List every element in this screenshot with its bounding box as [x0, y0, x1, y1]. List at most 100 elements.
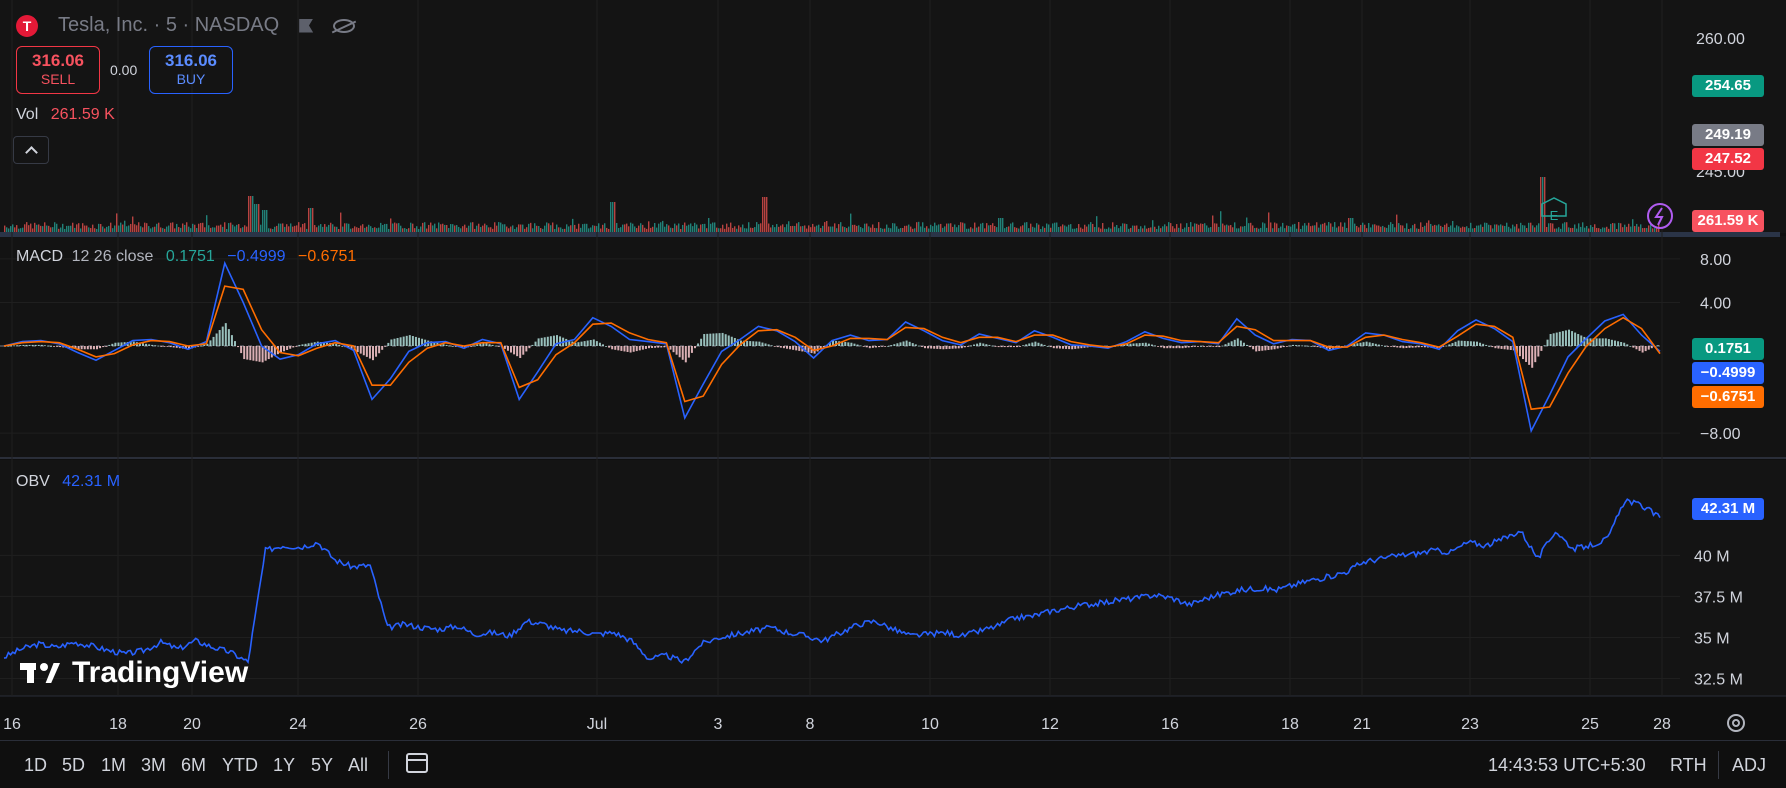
- volume-bar: [1430, 223, 1432, 232]
- macd-histogram-bar: [862, 346, 865, 347]
- volume-bar: [1018, 228, 1020, 232]
- range-6m[interactable]: 6M: [181, 755, 207, 775]
- macd-histogram-bar: [497, 346, 500, 347]
- macd-histogram-bar: [1491, 346, 1494, 348]
- macd-histogram-bar: [108, 344, 111, 346]
- volume-bar: [1452, 220, 1454, 232]
- collapse-legend-button[interactable]: [13, 136, 49, 164]
- earnings-marker-label: E: [1550, 208, 1559, 223]
- range-1y[interactable]: 1Y: [273, 755, 296, 775]
- macd-histogram-bar: [319, 342, 322, 346]
- flag-icon[interactable]: [299, 18, 314, 33]
- range-1m[interactable]: 1M: [101, 755, 127, 775]
- range-1d[interactable]: 1D: [24, 755, 48, 775]
- macd-histogram-bar: [1187, 346, 1190, 348]
- macd-histogram-bar: [730, 336, 733, 346]
- macd-histogram-bar: [574, 342, 577, 346]
- macd-histogram-bar: [470, 346, 473, 347]
- volume-bar: [290, 223, 292, 232]
- volume-bar: [1172, 226, 1174, 232]
- volume-bar: [1310, 226, 1312, 232]
- macd-histogram-bar: [871, 346, 874, 348]
- calendar-goto-icon[interactable]: [406, 753, 428, 773]
- volume-bar: [634, 226, 636, 232]
- volume-bar: [786, 224, 788, 232]
- volume-bar: [806, 228, 808, 232]
- volume-bar: [902, 227, 904, 232]
- volume-bar: [734, 226, 736, 232]
- sell-button[interactable]: 316.06 SELL: [16, 46, 100, 94]
- volume-bar: [692, 226, 694, 232]
- volume-bar: [950, 223, 952, 232]
- macd-histogram-bar: [408, 335, 411, 346]
- volume-bar: [842, 226, 844, 232]
- volume-bar: [612, 202, 614, 232]
- range-ytd[interactable]: YTD: [222, 755, 258, 775]
- macd-histogram-bar: [252, 346, 255, 361]
- adj-toggle[interactable]: ADJ: [1732, 755, 1767, 775]
- volume-bar: [774, 227, 776, 232]
- volume-bar: [464, 224, 466, 232]
- macd-histogram-bar: [62, 346, 65, 348]
- macd-histogram-bar: [598, 342, 601, 346]
- volume-bar: [976, 227, 978, 232]
- volume-bar: [162, 228, 164, 232]
- volume-bar: [1222, 223, 1224, 232]
- macd-histogram-bar: [556, 335, 558, 346]
- volume-bar: [1514, 226, 1516, 232]
- obv-axis-label: 32.5 M: [1694, 672, 1743, 689]
- volume-bar: [408, 228, 410, 232]
- volume-bar: [68, 225, 70, 232]
- volume-bar: [870, 227, 872, 232]
- volume-bar: [1206, 225, 1208, 232]
- macd-histogram-bar: [264, 346, 267, 361]
- macd-histogram-bar: [1497, 346, 1500, 349]
- volume-bar: [1072, 228, 1074, 232]
- range-all[interactable]: All: [348, 755, 369, 775]
- macd-histogram-bar: [749, 341, 752, 346]
- volume-bar: [388, 228, 390, 232]
- tradingview-watermark[interactable]: TradingView: [20, 656, 248, 690]
- range-5y[interactable]: 5Y: [311, 755, 334, 775]
- sell-price: 316.06: [32, 51, 84, 70]
- range-5d[interactable]: 5D: [62, 755, 86, 775]
- macd-histogram-bar: [10, 345, 13, 347]
- volume-bar: [444, 224, 446, 232]
- rth-toggle[interactable]: RTH: [1670, 755, 1707, 775]
- obv-axis-label: 37.5 M: [1694, 589, 1743, 606]
- volume-bar: [144, 222, 146, 232]
- volume-bar: [490, 227, 492, 232]
- macd-histogram-bar: [856, 344, 859, 346]
- volume-bar: [180, 227, 182, 232]
- macd-histogram-bar: [1313, 346, 1316, 347]
- macd-histogram-bar: [255, 346, 258, 362]
- volume-bar: [1574, 224, 1576, 232]
- volume-bar: [82, 223, 84, 232]
- volume-bar: [4, 225, 6, 232]
- macd-histogram-bar: [706, 333, 709, 346]
- macd-histogram-bar: [322, 342, 325, 346]
- macd-histogram-bar: [1644, 346, 1647, 352]
- macd-histogram-bar: [1285, 346, 1288, 347]
- chart-canvas[interactable]: 16 18 20 24 26 Jul 3 8 10 12 16 18 21 23 25 28260.00245…: [0, 0, 1786, 740]
- macd-histogram-bar: [936, 346, 939, 349]
- macd-histogram-bar: [988, 344, 991, 346]
- symbol-title[interactable]: Tesla, Inc. · 5 · NASDAQ: [58, 14, 280, 36]
- hide-eye-icon[interactable]: [333, 18, 356, 33]
- time-axis-label: 16: [3, 716, 21, 733]
- volume-bar: [856, 225, 858, 232]
- macd-histogram-bar: [482, 342, 485, 346]
- clock-time[interactable]: 14:43:53 UTC+5:30: [1488, 755, 1646, 775]
- volume-bar: [1654, 228, 1656, 232]
- volume-bar: [1224, 225, 1226, 232]
- volume-bar: [518, 224, 520, 232]
- buy-button[interactable]: 316.06 BUY: [149, 46, 233, 94]
- macd-histogram-bar: [675, 346, 678, 355]
- macd-histogram-bar: [381, 346, 384, 350]
- macd-histogram-bar: [792, 346, 795, 350]
- obv-legend: OBV 42.31 M: [16, 473, 128, 491]
- volume-bar: [1112, 222, 1114, 232]
- macd-histogram-bar: [727, 335, 730, 346]
- volume-bar: [114, 225, 116, 232]
- range-3m[interactable]: 3M: [141, 755, 167, 775]
